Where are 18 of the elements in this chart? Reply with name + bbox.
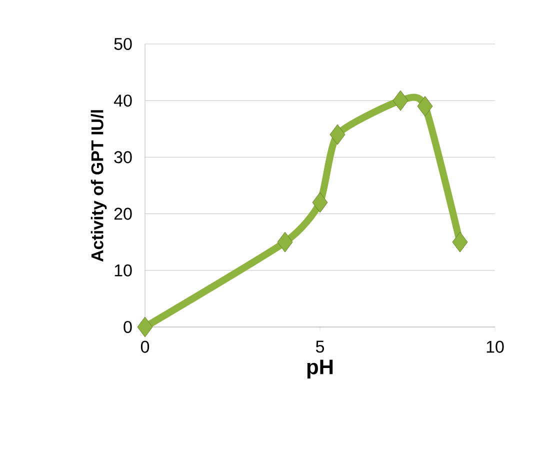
y-tick-label: 20	[114, 208, 132, 220]
point	[312, 192, 328, 213]
x-tick-label: 5	[316, 340, 324, 353]
y-tick-label: 10	[114, 264, 132, 276]
y-tick-label: 0	[124, 320, 132, 334]
y-axis-title: Activity of GPT IU/l	[90, 110, 107, 262]
x-tick-label: 10	[486, 340, 504, 353]
point	[277, 232, 293, 252]
point	[330, 124, 346, 145]
y-tick-label: 40	[114, 94, 132, 107]
point	[392, 90, 408, 111]
point	[417, 96, 433, 116]
x-axis-title: pH	[307, 360, 333, 378]
y-tick-label: 30	[114, 151, 132, 164]
point	[452, 232, 468, 252]
x-tick-label: 0	[140, 340, 150, 353]
y-tick-label: 50	[114, 38, 132, 50]
point	[137, 316, 153, 338]
